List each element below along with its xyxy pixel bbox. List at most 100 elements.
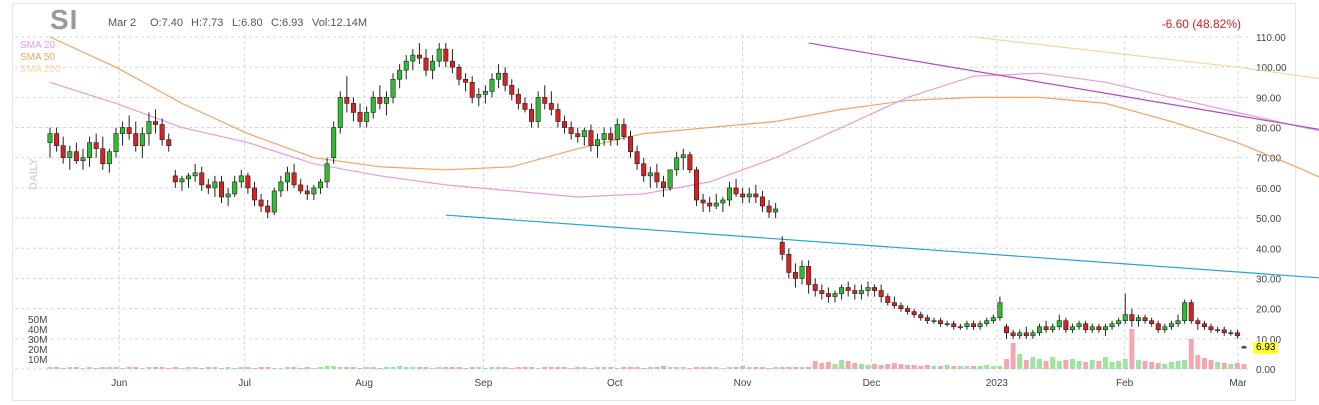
candle — [865, 281, 871, 297]
candle — [1228, 329, 1234, 336]
candle-body — [443, 48, 449, 62]
volume-bar — [687, 368, 693, 369]
candle — [1023, 326, 1029, 339]
candle — [608, 127, 614, 146]
volume-bar — [1030, 357, 1036, 369]
candle-body — [139, 133, 145, 146]
candle-body — [1096, 326, 1102, 331]
volume-bar — [113, 367, 119, 369]
volume-bar — [1142, 361, 1148, 369]
candle-body — [865, 287, 871, 291]
candle — [872, 284, 878, 297]
candle-body — [529, 109, 535, 122]
volume-bar — [806, 367, 812, 369]
volume-bar — [232, 368, 238, 369]
candle — [693, 166, 699, 207]
volume-bar — [133, 367, 139, 369]
candle-body — [364, 112, 370, 122]
volume-bar — [634, 367, 640, 369]
x-tick-label: Jul — [238, 378, 251, 389]
volume-bar — [1168, 362, 1174, 369]
candle — [370, 91, 376, 119]
candle-body — [1234, 332, 1240, 337]
chart-frame — [12, 3, 1296, 401]
volume-bar — [621, 367, 627, 369]
candle-body — [601, 133, 607, 140]
volume-tick-label: 40M — [28, 325, 47, 336]
volume-bar — [1083, 362, 1089, 369]
volume-bar — [344, 367, 350, 369]
volume-bar — [918, 366, 924, 369]
candle — [733, 178, 739, 197]
volume-bar — [106, 367, 112, 369]
volume-value: Vol:12.14M — [312, 17, 368, 29]
y-tick-label: 40.00 — [1256, 244, 1281, 255]
candle — [139, 127, 145, 158]
candle — [720, 196, 726, 213]
candle-body — [575, 133, 581, 137]
volume-bar — [535, 368, 541, 369]
volume-bar — [911, 365, 917, 369]
candle — [1056, 314, 1062, 330]
volume-bar — [944, 365, 950, 369]
volume-bar — [713, 367, 719, 369]
volume-bar — [456, 367, 462, 369]
candle-body — [1063, 320, 1069, 331]
candle — [1188, 299, 1194, 324]
candle — [1083, 320, 1089, 333]
candle — [812, 278, 818, 297]
volume-bar — [786, 367, 792, 369]
volume-bar — [1228, 364, 1234, 369]
volume-bar — [463, 368, 469, 369]
volume-bar — [799, 367, 805, 369]
volume-bar — [489, 367, 495, 369]
candle — [317, 178, 323, 194]
candle-body — [1050, 326, 1056, 331]
candle-body — [1201, 323, 1207, 328]
candle — [746, 187, 752, 203]
volume-bar — [403, 367, 409, 369]
y-tick-label: 110.00 — [1256, 33, 1286, 44]
volume-bar — [773, 367, 779, 369]
candle-body — [100, 148, 106, 165]
candle-body — [654, 172, 660, 183]
candle-body — [595, 139, 601, 146]
candle-body — [964, 323, 970, 328]
candle — [707, 196, 713, 213]
volume-bar — [1215, 362, 1221, 369]
candle — [284, 166, 290, 191]
volume-bar — [205, 367, 211, 369]
volume-bar — [720, 368, 726, 369]
candle-body — [858, 290, 864, 294]
volume-bar — [1116, 361, 1122, 369]
candle — [146, 112, 152, 146]
candle — [891, 296, 897, 309]
candle — [159, 118, 165, 146]
candle-body — [766, 205, 772, 213]
volume-bar — [601, 367, 607, 369]
candle-body — [733, 187, 739, 195]
candle — [47, 127, 53, 158]
x-tick-label: Aug — [355, 378, 373, 389]
candle-body — [251, 187, 257, 201]
candle-body — [1109, 323, 1115, 328]
volume-bar — [410, 367, 416, 369]
volume-bar — [251, 368, 257, 369]
volume-bar — [858, 364, 864, 369]
volume-bar — [878, 365, 884, 369]
candle-body — [1135, 317, 1141, 322]
candle-body — [832, 293, 838, 297]
volume-bar — [1175, 361, 1181, 369]
candle — [251, 181, 257, 207]
volume-bar — [707, 367, 713, 369]
candle-body — [852, 290, 858, 294]
volume-bar — [766, 368, 772, 369]
candle-body — [1023, 332, 1029, 337]
sma20-line — [49, 72, 1319, 198]
volume-bar — [271, 368, 277, 369]
candle-body — [1116, 320, 1122, 325]
candle — [601, 127, 607, 146]
candle-body — [1149, 320, 1155, 325]
candle — [311, 184, 317, 200]
